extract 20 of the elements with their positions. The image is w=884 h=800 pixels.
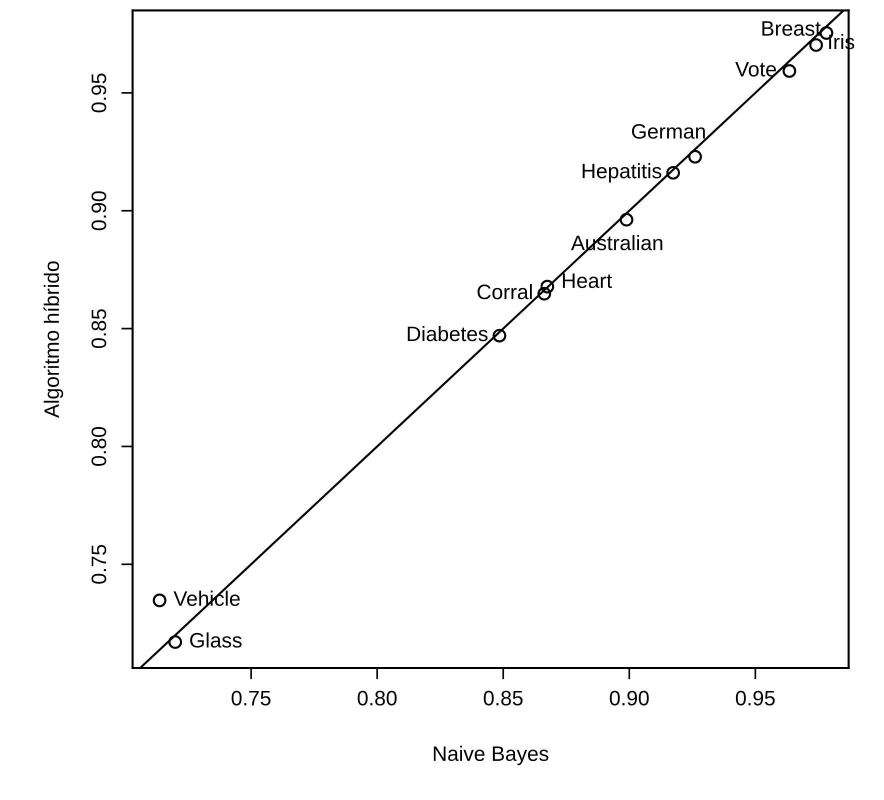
y-tick-label: 0.75 xyxy=(92,544,106,584)
x-tick-label: 0.75 xyxy=(232,690,270,706)
x-tick-label: 0.80 xyxy=(358,690,397,706)
y-tick-label: 0.80 xyxy=(92,426,106,466)
x-tick-label: 0.85 xyxy=(484,690,523,706)
x-axis-title: Naive Bayes xyxy=(434,746,548,766)
y-tick-label: 0.85 xyxy=(92,309,106,348)
annotation: Corral xyxy=(478,284,532,300)
y-tick-label: 0.90 xyxy=(92,191,106,230)
y-tick-label: 0.95 xyxy=(92,73,106,112)
annotation: Breast xyxy=(762,21,821,36)
annotation: Hepatitis xyxy=(582,163,662,183)
annotation: Glass xyxy=(190,632,242,648)
x-tick-label: 0.95 xyxy=(736,690,775,706)
y-axis-title: Algoritmo híbrido xyxy=(44,261,64,418)
annotation: Diabetes xyxy=(408,326,488,342)
annotation: German xyxy=(632,124,705,139)
annotation: Vote xyxy=(735,62,776,77)
x-tick-label: 0.90 xyxy=(610,690,649,706)
annotation: Heart xyxy=(562,274,612,288)
